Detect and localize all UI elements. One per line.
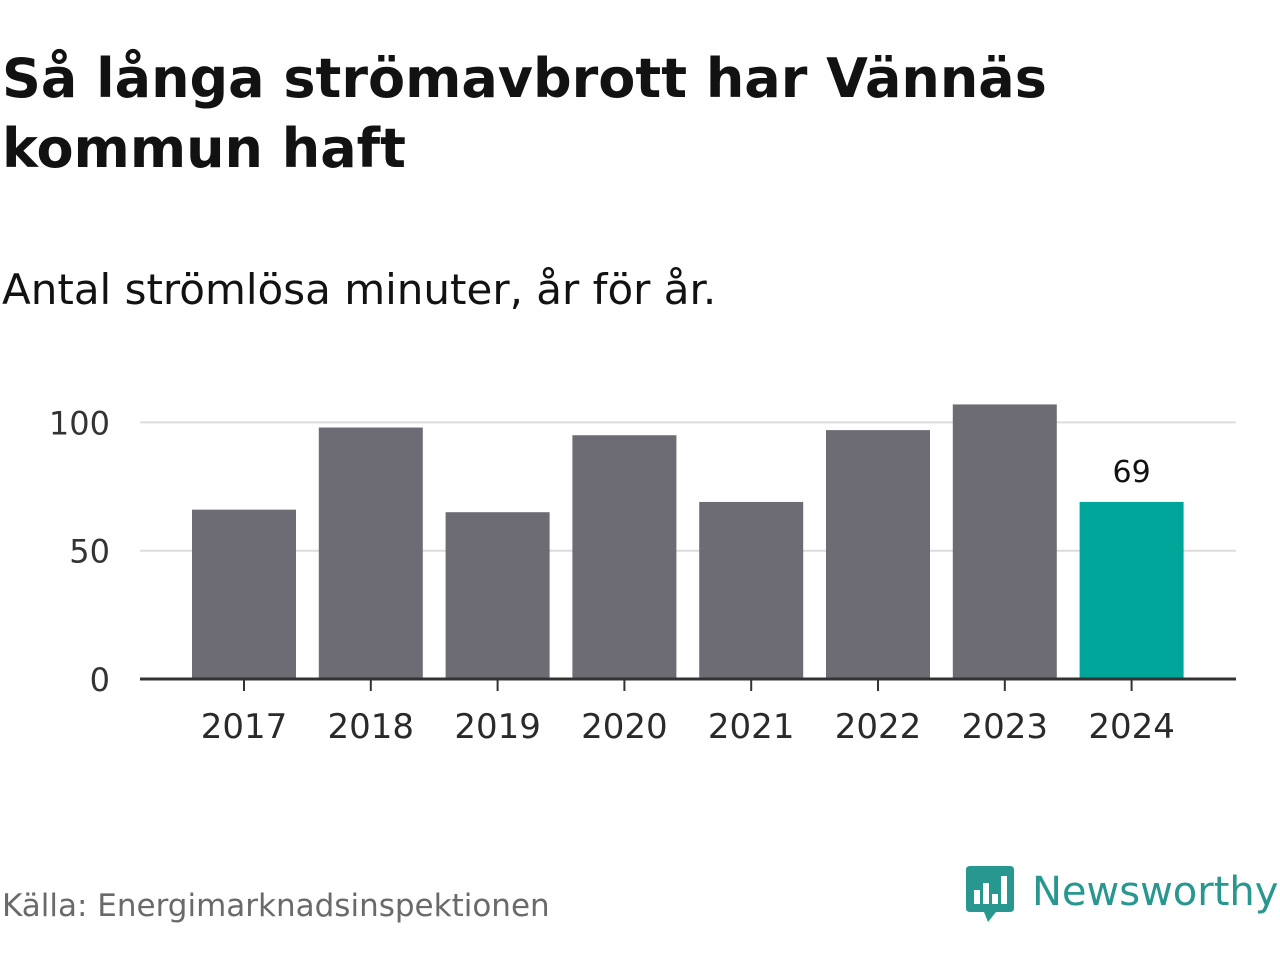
bar-2021 bbox=[699, 501, 804, 679]
x-tick-label: 2017 bbox=[201, 707, 288, 747]
x-axis bbox=[140, 677, 1236, 691]
source-note: Källa: Energimarknadsinspektionen bbox=[2, 888, 550, 924]
data-labels: 69 bbox=[1113, 455, 1151, 490]
x-tick-label: 2024 bbox=[1088, 707, 1175, 747]
bar-2022 bbox=[826, 430, 930, 679]
x-tick-label: 2020 bbox=[581, 707, 668, 747]
bar-2023 bbox=[952, 404, 1057, 679]
x-tick-labels: 2017 2018 2019 2020 2021 2022 2023 2024 bbox=[201, 707, 1175, 747]
gridlines bbox=[140, 421, 1236, 552]
y-tick-label: 50 bbox=[69, 533, 110, 571]
y-tick-labels: 0 50 100 bbox=[49, 404, 110, 699]
brand-name: Newsworthy bbox=[1032, 869, 1279, 915]
bar-2024 bbox=[1079, 501, 1184, 679]
bar-2019 bbox=[445, 512, 550, 679]
newsworthy-chat-bars-icon bbox=[966, 866, 1014, 922]
brand-logo: Newsworthy bbox=[964, 862, 1278, 928]
chart-title: Så långa strömavbrott har Vännäs kommun … bbox=[2, 47, 1047, 180]
data-label: 69 bbox=[1113, 455, 1151, 490]
x-tick-label: 2018 bbox=[328, 707, 415, 747]
y-tick-label: 0 bbox=[90, 661, 110, 699]
bar-2020 bbox=[572, 435, 677, 679]
x-tick-label: 2023 bbox=[962, 707, 1049, 747]
y-tick-label: 100 bbox=[49, 404, 110, 442]
chart-subtitle: Antal strömlösa minuter, år för år. bbox=[2, 265, 717, 314]
bar-2018 bbox=[318, 427, 423, 679]
x-tick-label: 2022 bbox=[835, 707, 922, 747]
bar-2017 bbox=[192, 509, 296, 679]
bars bbox=[192, 404, 1184, 679]
x-tick-label: 2019 bbox=[454, 707, 541, 747]
x-tick-label: 2021 bbox=[708, 707, 795, 747]
